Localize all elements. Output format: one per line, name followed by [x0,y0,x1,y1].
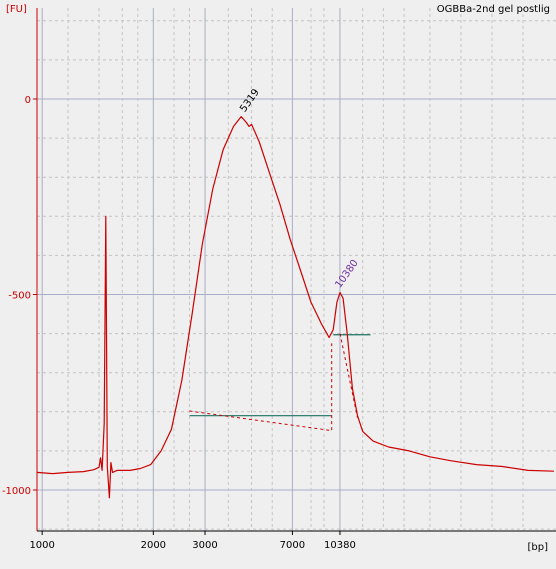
dotted-baseline [339,333,358,418]
x-tick-label: 10380 [324,540,356,551]
y-tick-label: 0 [25,95,31,106]
series-lines [36,115,555,499]
baseline-markers [189,333,371,432]
axes [36,8,556,532]
grid-lines [37,8,556,531]
x-tick-label: 3000 [192,540,217,551]
x-tick-label: 2000 [141,540,166,551]
x-tick-label: 1000 [29,540,54,551]
y-tick-label: -500 [8,291,31,302]
y-tick-label: -1000 [2,486,31,497]
chart-title: OGBBa-2nd gel postlig [437,4,550,15]
y-axis-label: [FU] [6,4,27,15]
x-tick-label: 7000 [280,540,305,551]
tick-labels: 0 -500 -1000 1000 2000 3000 7000 10380 [2,95,356,551]
x-axis-label: [bp] [528,542,549,553]
series-line [36,115,555,499]
